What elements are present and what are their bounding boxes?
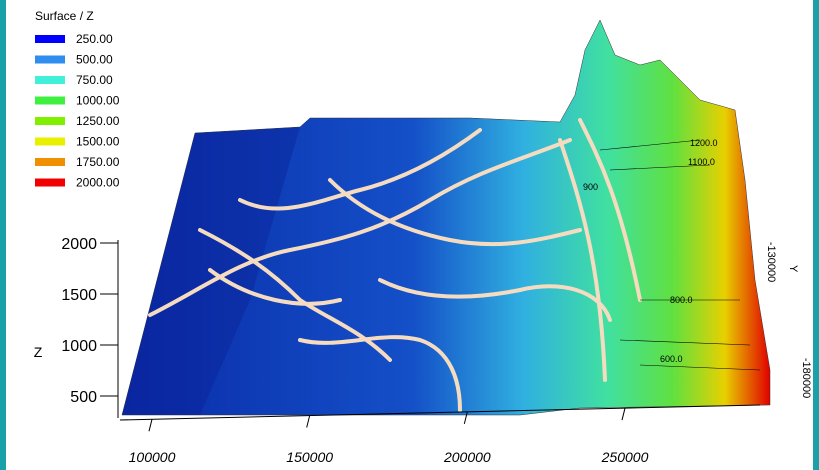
contour-label: 900 bbox=[583, 182, 598, 192]
contour-label: 800.0 bbox=[670, 295, 693, 305]
legend-label: 250.00 bbox=[76, 32, 113, 46]
y-tick-label: -130000 bbox=[765, 242, 777, 282]
z-tick-label: 1500 bbox=[61, 287, 97, 304]
legend-label: 750.00 bbox=[76, 73, 113, 87]
legend-swatch bbox=[35, 76, 65, 84]
x-tick-label: 150000 bbox=[286, 449, 333, 465]
river-network bbox=[148, 118, 642, 412]
legend-label: 500.00 bbox=[76, 53, 113, 67]
z-tick-label: 2000 bbox=[61, 236, 97, 253]
z-label: Z bbox=[34, 344, 43, 360]
legend-swatch bbox=[35, 35, 65, 43]
legend-swatch bbox=[35, 137, 65, 146]
x-tick-label: 200000 bbox=[443, 449, 491, 465]
contour-label: 600.0 bbox=[660, 354, 683, 364]
legend-label: 1750.00 bbox=[76, 155, 120, 169]
y-label: Y bbox=[787, 265, 799, 273]
legend-label: 1000.00 bbox=[76, 94, 120, 108]
legend-swatch bbox=[35, 158, 65, 166]
contours bbox=[599, 139, 761, 371]
legend-label: 1250.00 bbox=[76, 114, 120, 128]
x-axis bbox=[119, 404, 761, 421]
z-tick-label: 500 bbox=[70, 389, 97, 406]
legend-title: Surface / Z bbox=[35, 9, 94, 23]
legend-label: 1500.00 bbox=[76, 135, 120, 149]
frame-left bbox=[0, 0, 6, 470]
x-tick bbox=[621, 408, 626, 421]
legend-label: 2000.00 bbox=[76, 176, 120, 190]
legend-swatch bbox=[35, 55, 65, 64]
x-tick bbox=[148, 419, 153, 432]
x-tick bbox=[463, 411, 468, 424]
legend-swatch bbox=[35, 117, 65, 125]
legend-swatch bbox=[35, 178, 65, 187]
contour-label: 1200.0 bbox=[690, 138, 718, 148]
z-tick-label: 1000 bbox=[61, 338, 97, 355]
x-tick-label: 100000 bbox=[129, 449, 176, 465]
x-tick-label: 250000 bbox=[601, 449, 649, 465]
contour-label: 1100.0 bbox=[688, 157, 715, 167]
legend-swatch bbox=[35, 96, 65, 105]
frame-right bbox=[813, 0, 819, 470]
x-tick bbox=[306, 415, 311, 428]
y-tick-label: -180000 bbox=[800, 358, 812, 398]
